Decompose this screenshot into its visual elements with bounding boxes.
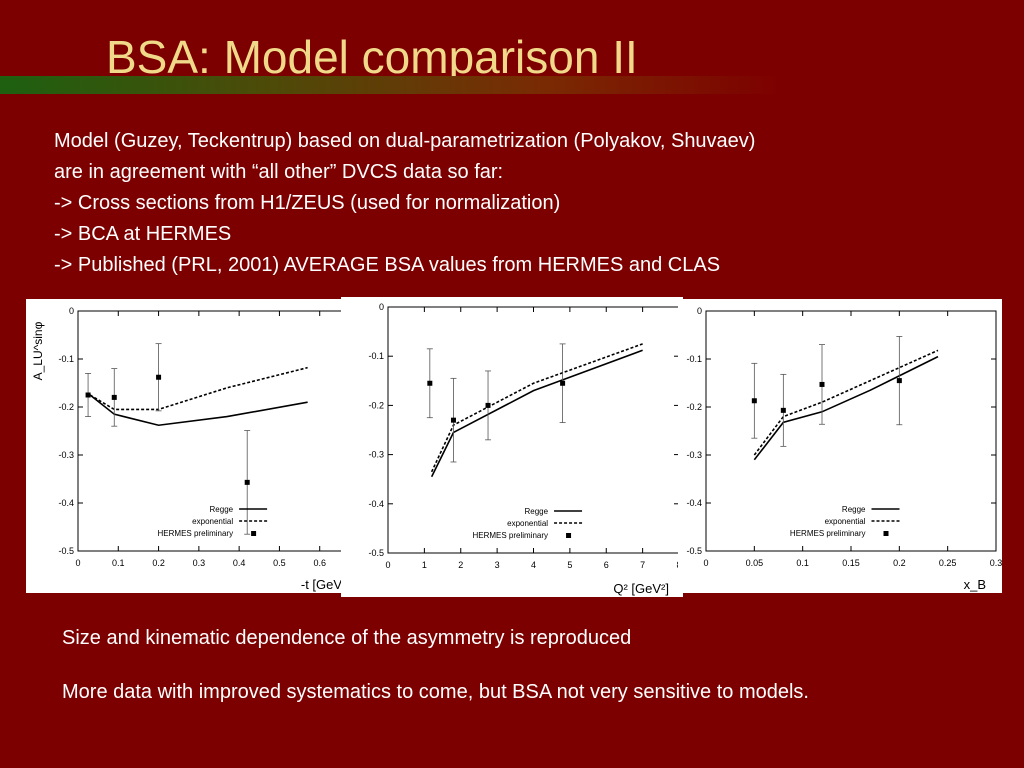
data-point	[85, 392, 91, 398]
y-tick-label: -0.3	[368, 450, 384, 460]
x-axis-label: -t [GeV²]	[301, 577, 350, 592]
data-point	[819, 381, 825, 387]
y-tick-label: 0	[379, 302, 384, 312]
y-tick-label: -0.3	[686, 450, 702, 460]
x-tick-label: 1	[422, 560, 427, 570]
y-tick-label: 0	[697, 306, 702, 316]
plot-frame	[387, 306, 680, 554]
legend-label: exponential	[192, 517, 233, 526]
y-tick-label: -0.4	[368, 499, 384, 509]
x-axis-label: Q² [GeV²]	[613, 581, 669, 596]
x-tick-label: 2	[458, 560, 463, 570]
y-tick-label: -0.2	[58, 402, 74, 412]
x-tick-label: 5	[567, 560, 572, 570]
conclusion-text-2: More data with improved systematics to c…	[62, 681, 809, 703]
legend-label: HERMES preliminary	[472, 531, 548, 540]
intro-line: -> Cross sections from H1/ZEUS (used for…	[54, 192, 561, 214]
x-tick-label: 7	[640, 560, 645, 570]
series-line-exponential	[753, 349, 939, 456]
x-tick-label: 0.25	[939, 558, 957, 568]
series-line-exponential	[430, 343, 643, 473]
intro-line: Model (Guzey, Teckentrup) based on dual-…	[54, 130, 756, 152]
data-point	[427, 380, 433, 386]
chart-svg: 0123456780-0.1-0.2-0.3-0.4-0.5Q² [GeV²]R…	[368, 302, 681, 596]
x-tick-label: 0.1	[112, 558, 125, 568]
chart-svg: 00.10.20.30.40.50.60.70-0.1-0.2-0.3-0.4-…	[31, 306, 366, 592]
intro-text: Model (Guzey, Teckentrup) based on dual-…	[54, 126, 984, 281]
data-point	[896, 378, 902, 384]
y-tick-label: -0.4	[58, 498, 74, 508]
y-tick-label: -0.1	[368, 351, 384, 361]
legend-label: Regge	[524, 507, 548, 516]
x-tick-label: 0	[703, 558, 708, 568]
legend-label: exponential	[825, 517, 866, 526]
y-tick-label: 0	[69, 306, 74, 316]
slide-title: BSA: Model comparison II	[106, 31, 638, 83]
x-tick-label: 0.15	[842, 558, 860, 568]
data-point	[111, 394, 117, 400]
x-tick-label: 6	[604, 560, 609, 570]
y-tick-label: -0.5	[58, 546, 74, 556]
x-tick-label: 0.1	[796, 558, 809, 568]
legend-label: exponential	[507, 519, 548, 528]
legend-label: HERMES preliminary	[790, 529, 866, 538]
y-tick-label: -0.5	[686, 546, 702, 556]
x-tick-label: 0.2	[152, 558, 165, 568]
chart-panel-xb: 0 0.05 0.1 0.15 0.2 0.25 0.3 0 -0.1 -0.2 -0.3 -0.4 -…	[678, 299, 1002, 593]
data-point	[485, 402, 491, 408]
x-axis-label: x_B	[964, 577, 986, 592]
chart-panel-t: 00.10.20.30.40.50.60.70-0.1-0.2-0.3-0.4-…	[26, 299, 370, 593]
y-tick-label: -0.5	[368, 548, 384, 558]
x-tick-label: 0.4	[233, 558, 246, 568]
legend-label: HERMES preliminary	[158, 529, 234, 538]
y-tick-label: -0.4	[686, 498, 702, 508]
x-tick-label: 3	[495, 560, 500, 570]
plot-frame	[705, 310, 997, 552]
legend-label: Regge	[210, 505, 234, 514]
conclusion-text-1: Size and kinematic dependence of the asy…	[62, 627, 632, 649]
y-axis-label: A_LU^sinφ	[31, 321, 45, 380]
intro-line: -> Published (PRL, 2001) AVERAGE BSA val…	[54, 254, 721, 276]
x-tick-label: 0.5	[273, 558, 286, 568]
x-tick-label: 0.05	[746, 558, 764, 568]
x-tick-label: 4	[531, 560, 536, 570]
x-tick-label: 0.3	[193, 558, 206, 568]
x-tick-label: 0.6	[313, 558, 326, 568]
legend-label: Regge	[842, 505, 866, 514]
data-point	[156, 374, 162, 380]
data-point	[450, 417, 456, 423]
y-tick-label: -0.2	[686, 402, 702, 412]
intro-line: -> BCA at HERMES	[54, 223, 232, 245]
y-tick-label: -0.2	[368, 400, 384, 410]
legend-marker	[566, 533, 572, 538]
y-tick-label: -0.1	[58, 354, 74, 364]
chart-panel-q2: 0123456780-0.1-0.2-0.3-0.4-0.5Q² [GeV²]R…	[341, 297, 683, 597]
legend-marker	[251, 531, 257, 536]
y-tick-label: -0.3	[58, 450, 74, 460]
data-point	[244, 479, 250, 485]
series-line-regge	[430, 349, 643, 478]
y-tick-label: -0.1	[686, 354, 702, 364]
x-tick-label: 0.3	[990, 558, 1002, 568]
x-tick-label: 0.2	[893, 558, 906, 568]
x-tick-label: 0	[75, 558, 80, 568]
chart-svg: 0 0.05 0.1 0.15 0.2 0.25 0.3 0 -0.1 -0.2 -0.3 -0.4 -…	[686, 306, 1002, 592]
plot-frame	[77, 310, 361, 552]
data-point	[780, 407, 786, 413]
series-line-exponential	[89, 366, 308, 411]
series-line-regge	[89, 394, 308, 427]
x-tick-label: 0	[385, 560, 390, 570]
title-underline-bar	[0, 76, 780, 94]
legend-marker	[883, 531, 889, 536]
data-point	[751, 398, 757, 404]
data-point	[560, 380, 566, 386]
intro-line: are in agreement with “all other” DVCS d…	[54, 161, 504, 183]
